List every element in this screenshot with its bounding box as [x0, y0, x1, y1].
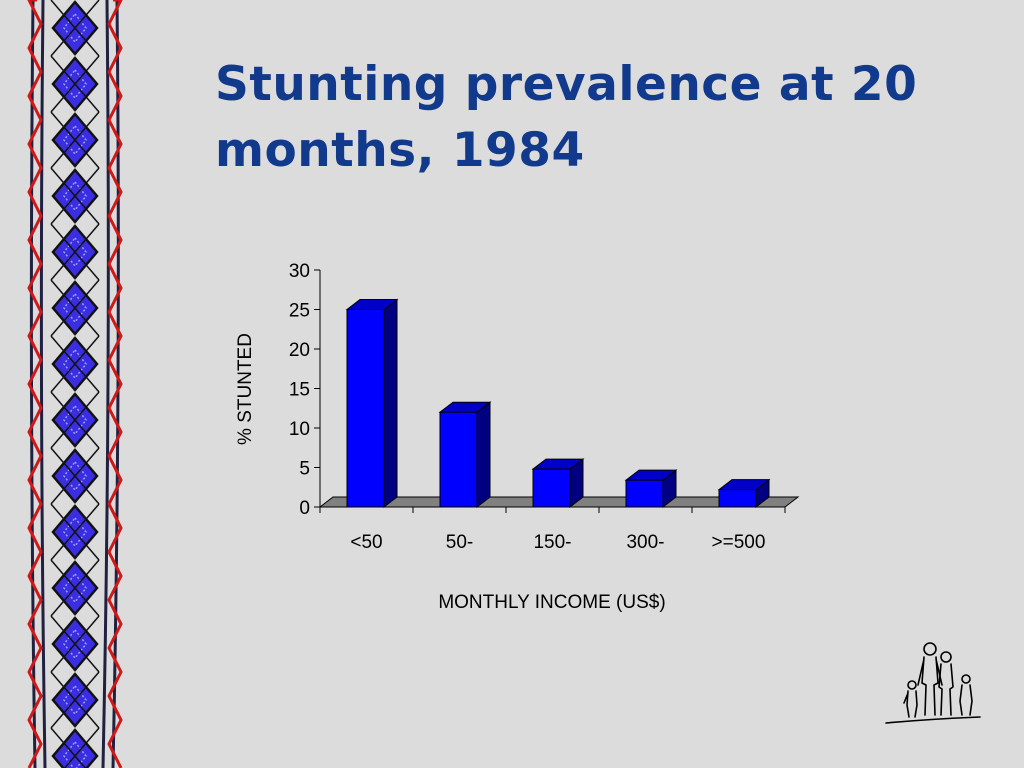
x-category-label: 50- [446, 532, 473, 553]
y-axis-title: % STUNTED [235, 333, 256, 445]
bar-side-face [383, 298, 398, 509]
bar-front-face [346, 309, 385, 508]
y-tick-label: 30 [289, 261, 310, 282]
x-category-label: 150- [533, 532, 571, 553]
x-category-label: >=500 [712, 532, 766, 553]
slide-title: Stunting prevalence at 20 months, 1984 [215, 57, 918, 178]
bar [531, 458, 585, 509]
woven-diamond-border [27, 0, 123, 768]
y-tick-label: 25 [289, 301, 310, 322]
x-category-label: <50 [350, 532, 382, 553]
bar [345, 298, 399, 509]
y-tick-label: 20 [289, 340, 310, 361]
y-tick-label: 0 [299, 498, 310, 519]
family-figures-icon [885, 642, 981, 724]
bar-front-face [439, 411, 478, 508]
x-category-label: 300- [626, 532, 664, 553]
x-axis-title: MONTHLY INCOME (US$) [438, 592, 665, 613]
bar-side-face [476, 401, 491, 509]
y-tick-label: 5 [299, 459, 310, 480]
bar [624, 469, 678, 509]
bar [438, 401, 492, 509]
y-tick-label: 15 [289, 380, 310, 401]
bar-front-face [625, 479, 664, 508]
bar-front-face [532, 468, 571, 508]
y-tick-label: 10 [289, 419, 310, 440]
bar-front-face [718, 489, 757, 508]
bar [717, 478, 771, 509]
